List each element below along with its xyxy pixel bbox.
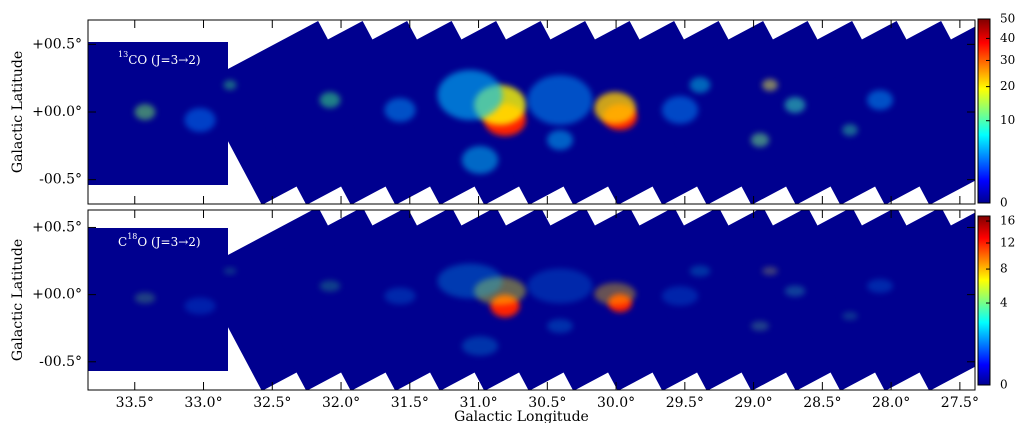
emission <box>594 92 636 124</box>
emission <box>437 263 503 299</box>
map-footprint <box>865 210 975 390</box>
y-axis-label: Galactic Latitude <box>10 239 26 361</box>
emission <box>437 70 503 120</box>
label-superscript: 18 <box>127 232 137 241</box>
emission <box>223 80 237 90</box>
colorbar <box>977 215 991 386</box>
colorbar-tick-label: 10 <box>1000 113 1015 127</box>
emission <box>319 92 341 108</box>
map-image <box>88 21 975 204</box>
emission <box>661 286 699 306</box>
y-tick-label: +00.0° <box>32 287 82 303</box>
emission <box>134 292 156 304</box>
colorbar-tick-label: 8 <box>1000 262 1008 276</box>
label-superscript: 13 <box>118 50 128 59</box>
x-axis-label: Galactic Longitude <box>454 409 589 423</box>
colorbar-tick-label: 12 <box>1000 236 1015 250</box>
emission <box>842 124 858 136</box>
emission <box>867 90 893 110</box>
emission <box>762 266 778 276</box>
colorbar-tick-label: 16 <box>1000 214 1015 228</box>
panel-label: 13CO (J=3→2) <box>118 50 201 67</box>
emission <box>547 130 573 150</box>
emission <box>184 108 216 132</box>
colorbar-tick-label: 50 <box>1000 12 1015 26</box>
colorbar <box>977 18 991 204</box>
emission <box>134 104 156 120</box>
emission <box>384 98 416 122</box>
colorbar-tick-label: 40 <box>1000 31 1015 45</box>
emission <box>689 77 711 93</box>
label-text: CO (J=3→2) <box>128 53 200 67</box>
emission <box>594 282 636 306</box>
emission <box>661 96 699 124</box>
x-tick-label: 32.5° <box>253 395 291 411</box>
x-tick-label: 29.0° <box>735 395 773 411</box>
label-text: O (J=3→2) <box>137 235 200 249</box>
panel-label: C18O (J=3→2) <box>118 232 201 249</box>
colorbar-tick-label: 20 <box>1000 79 1015 93</box>
map-panel: 13CO (J=3→2) <box>87 19 976 205</box>
emission <box>762 79 778 91</box>
emission <box>842 311 858 321</box>
emission <box>461 146 499 174</box>
y-tick-label: +00.0° <box>32 104 82 120</box>
map-image <box>88 210 975 390</box>
x-tick-label: 33.5° <box>116 395 154 411</box>
emission <box>750 321 770 331</box>
emission <box>461 336 499 356</box>
colorbar-tick-label: 4 <box>1000 296 1008 310</box>
label-text: C <box>118 235 127 249</box>
emission <box>223 267 237 275</box>
emission <box>184 297 216 315</box>
emission <box>319 280 341 292</box>
emission <box>689 265 711 277</box>
x-tick-label: 31.5° <box>391 395 429 411</box>
y-tick-label: -00.5° <box>39 172 82 188</box>
x-tick-label: 33.0° <box>184 395 222 411</box>
x-tick-label: 30.0° <box>597 395 635 411</box>
colorbar-tick-label: 0 <box>1000 378 1008 392</box>
x-tick-label: 28.0° <box>872 395 910 411</box>
y-tick-label: +00.5° <box>32 219 82 235</box>
y-axis-label: Galactic Latitude <box>10 51 26 173</box>
emission <box>527 268 593 304</box>
map-footprint <box>865 21 975 204</box>
emission <box>784 285 806 297</box>
emission <box>384 287 416 305</box>
emission <box>750 133 770 147</box>
x-tick-label: 27.5° <box>941 395 979 411</box>
x-tick-label: 30.5° <box>528 395 566 411</box>
emission <box>527 75 593 125</box>
y-tick-label: +00.5° <box>32 36 82 52</box>
plot-frame <box>87 209 976 391</box>
map-panel: C18O (J=3→2) <box>87 209 976 391</box>
emission <box>547 319 573 333</box>
x-tick-label: 31.0° <box>459 395 497 411</box>
x-tick-label: 28.5° <box>803 395 841 411</box>
emission <box>867 279 893 293</box>
x-tick-label: 32.0° <box>322 395 360 411</box>
emission <box>784 97 806 113</box>
y-tick-label: -00.5° <box>39 354 82 370</box>
colorbar-tick-label: 0 <box>1000 196 1008 210</box>
x-tick-label: 29.5° <box>666 395 704 411</box>
colorbar-tick-label: 30 <box>1000 53 1015 67</box>
